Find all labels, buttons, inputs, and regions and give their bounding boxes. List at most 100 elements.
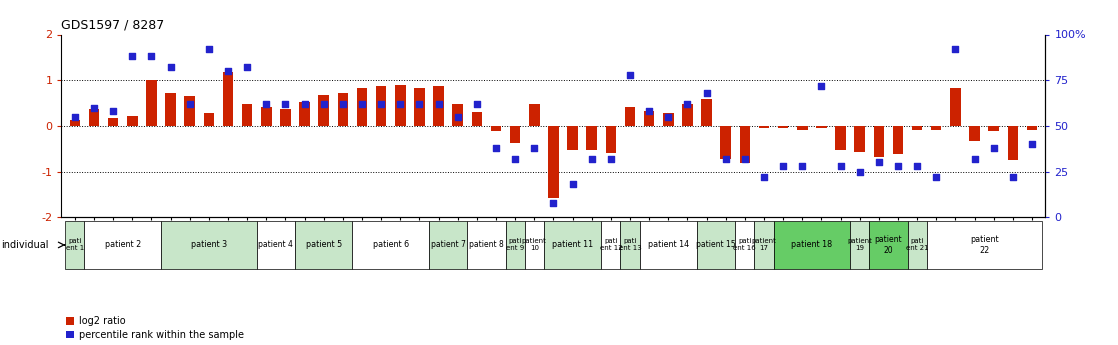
Bar [281, 109, 291, 126]
Point [525, 145, 543, 151]
Bar [1007, 126, 1018, 160]
Bar [736, 221, 755, 269]
Point [870, 160, 888, 165]
Point [1004, 174, 1022, 180]
Point [736, 156, 754, 161]
Point [410, 101, 428, 107]
Bar [873, 126, 884, 157]
Point [544, 200, 562, 206]
Point [162, 65, 180, 70]
Bar [434, 86, 444, 126]
Bar [260, 107, 272, 126]
Bar [88, 109, 100, 126]
Text: pati
ent 9: pati ent 9 [506, 238, 524, 252]
Text: pati
ent 1: pati ent 1 [66, 238, 84, 252]
Text: patient 18: patient 18 [792, 240, 833, 249]
Bar [127, 116, 138, 126]
Text: patient 11: patient 11 [552, 240, 594, 249]
Point [582, 156, 600, 161]
Bar [1026, 126, 1038, 130]
Bar [453, 104, 463, 126]
Bar [543, 221, 601, 269]
Text: patient 6: patient 6 [372, 240, 409, 249]
Bar [778, 126, 788, 128]
Point [620, 72, 638, 78]
Bar [338, 93, 348, 126]
Bar [774, 221, 850, 269]
Bar [146, 80, 157, 126]
Point [698, 90, 716, 96]
Bar [988, 126, 998, 131]
Bar [869, 221, 908, 269]
Point [506, 156, 524, 161]
Bar [395, 85, 406, 126]
Text: pati
ent 13: pati ent 13 [618, 238, 642, 252]
Bar [969, 126, 979, 140]
Bar [429, 221, 467, 269]
Point [889, 164, 907, 169]
Text: patient
22: patient 22 [969, 235, 998, 255]
Bar [912, 126, 922, 130]
Bar [663, 113, 673, 126]
Bar [108, 118, 119, 126]
Bar [620, 221, 639, 269]
Bar [165, 93, 176, 126]
Bar [797, 126, 807, 130]
Bar [606, 126, 616, 153]
Point [947, 46, 965, 52]
Text: patient
20: patient 20 [874, 235, 902, 255]
Point [448, 114, 466, 120]
Point [66, 114, 84, 120]
Legend: log2 ratio, percentile rank within the sample: log2 ratio, percentile rank within the s… [66, 316, 244, 340]
Bar [587, 126, 597, 150]
Text: patient 14: patient 14 [647, 240, 689, 249]
Point [660, 114, 678, 120]
Bar [300, 102, 310, 126]
Text: individual: individual [1, 240, 48, 250]
Bar [505, 221, 524, 269]
Point [487, 145, 505, 151]
Point [276, 101, 294, 107]
Point [985, 145, 1003, 151]
Point [181, 101, 199, 107]
Bar [682, 104, 693, 126]
Bar [295, 221, 352, 269]
Point [219, 68, 237, 74]
Text: patient 5: patient 5 [305, 240, 342, 249]
Point [679, 101, 697, 107]
Point [353, 101, 371, 107]
Bar [701, 99, 712, 126]
Bar [816, 126, 826, 128]
Text: patient 15: patient 15 [697, 240, 736, 249]
Point [104, 109, 122, 114]
Text: pati
ent 16: pati ent 16 [733, 238, 756, 252]
Bar [720, 126, 731, 159]
Bar [529, 104, 540, 126]
Bar [850, 221, 869, 269]
Text: patient 2: patient 2 [105, 240, 141, 249]
Bar [203, 113, 215, 126]
Bar [854, 126, 865, 152]
Bar [491, 126, 501, 131]
Point [601, 156, 619, 161]
Bar [908, 221, 927, 269]
Point [85, 105, 103, 110]
Bar [85, 221, 161, 269]
Point [563, 182, 581, 187]
Point [391, 101, 409, 107]
Point [123, 54, 141, 59]
Bar [739, 126, 750, 164]
Point [257, 101, 275, 107]
Point [813, 83, 831, 88]
Text: patient
19: patient 19 [847, 238, 872, 252]
Bar [319, 95, 329, 126]
Bar [65, 221, 85, 269]
Bar [257, 221, 295, 269]
Point [334, 101, 352, 107]
Bar [927, 221, 1042, 269]
Text: patient 4: patient 4 [258, 240, 293, 249]
Text: GDS1597 / 8287: GDS1597 / 8287 [61, 18, 164, 31]
Bar [222, 72, 234, 126]
Bar [950, 88, 960, 126]
Bar [161, 221, 257, 269]
